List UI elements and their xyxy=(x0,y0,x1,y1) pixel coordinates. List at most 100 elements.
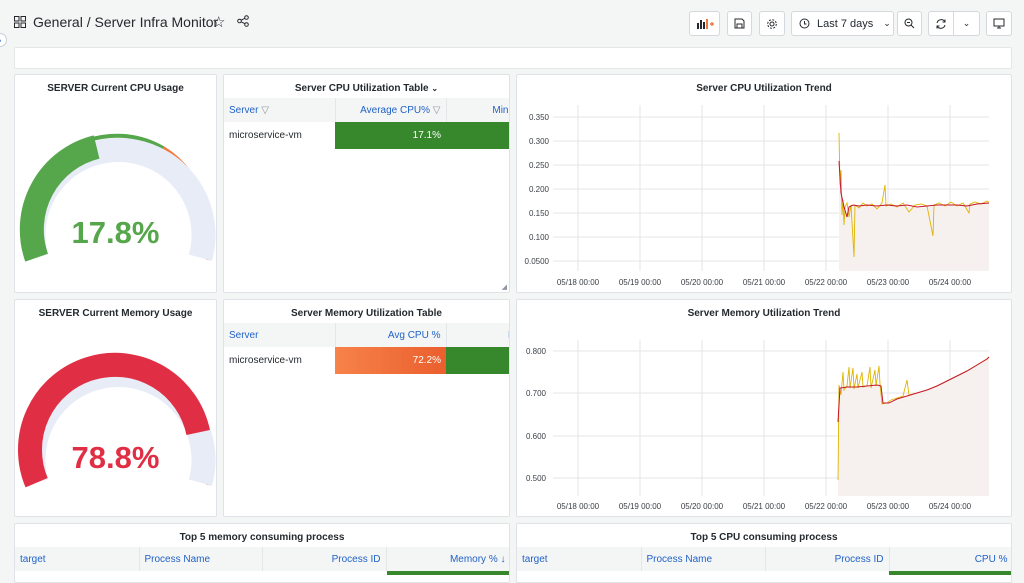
column-header[interactable]: Avg CPU % xyxy=(335,323,447,347)
add-panel-icon xyxy=(696,18,714,29)
min-cpu-cell xyxy=(446,122,509,149)
cpu-area xyxy=(839,161,989,271)
cpu-table-panel[interactable]: Server CPU Utilization Table ⌄ Server ▽ … xyxy=(223,74,510,293)
save-icon xyxy=(734,18,745,29)
column-header[interactable]: Min C xyxy=(446,98,509,122)
top-cpu-process-panel[interactable]: Top 5 CPU consuming process target Proce… xyxy=(516,523,1012,583)
panel-title: SERVER Current CPU Usage xyxy=(47,83,184,94)
chevron-down-icon: ⌄ xyxy=(431,84,439,93)
avg-mem-cell: 72.2% xyxy=(335,347,446,374)
x-tick-label: 05/23 00:00 xyxy=(867,502,910,511)
column-header[interactable]: Mi xyxy=(446,323,509,347)
save-dashboard-button[interactable] xyxy=(727,11,752,36)
cpu-line-series xyxy=(838,160,990,218)
memory-bar-indicator xyxy=(387,571,509,575)
column-header[interactable]: target xyxy=(15,547,140,571)
column-header[interactable]: Process ID xyxy=(765,547,890,571)
tv-mode-button[interactable] xyxy=(986,11,1012,36)
share-icon[interactable] xyxy=(237,15,249,27)
cpu-bar-indicator xyxy=(889,571,1011,575)
cpu-gauge-panel[interactable]: SERVER Current CPU Usage 17.8% xyxy=(14,74,217,293)
refresh-button[interactable] xyxy=(928,11,954,36)
x-tick-label: 05/24 00:00 xyxy=(929,278,972,287)
x-tick-label: 05/20 00:00 xyxy=(681,502,724,511)
x-tick-label: 05/19 00:00 xyxy=(619,502,662,511)
column-header[interactable]: CPU % xyxy=(889,547,1011,571)
top-memory-process-panel[interactable]: Top 5 memory consuming process target Pr… xyxy=(14,523,510,583)
column-header[interactable]: Process Name xyxy=(139,547,263,571)
avg-cpu-cell: 17.1% xyxy=(335,122,446,149)
column-header[interactable]: Process ID xyxy=(262,547,387,571)
memory-gauge-panel[interactable]: SERVER Current Memory Usage 78.8% xyxy=(14,299,217,517)
filter-icon[interactable]: ▽ xyxy=(261,104,269,116)
y-tick-label: 0.800 xyxy=(526,347,547,356)
panel-title: Server Memory Utilization Trend xyxy=(687,308,841,319)
column-header[interactable]: Average CPU% ▽ xyxy=(335,98,447,122)
x-tick-label: 05/21 00:00 xyxy=(743,502,786,511)
x-tick-label: 05/23 00:00 xyxy=(867,278,910,287)
column-header[interactable]: Server xyxy=(224,323,336,347)
y-tick-label: 0.200 xyxy=(529,185,550,194)
x-tick-label: 05/22 00:00 xyxy=(805,278,848,287)
y-tick-label: 0.600 xyxy=(526,432,547,441)
y-tick-label: 0.500 xyxy=(526,474,547,483)
dashboard-row-header xyxy=(14,47,1012,69)
star-icon[interactable]: ☆ xyxy=(212,14,226,31)
add-panel-button[interactable] xyxy=(689,11,720,36)
x-tick-label: 05/18 00:00 xyxy=(557,502,600,511)
memory-trend-panel[interactable]: Server Memory Utilization Trend 0.800 0.… xyxy=(516,299,1012,517)
column-header[interactable]: Memory % ↓ xyxy=(386,547,509,571)
memory-area xyxy=(838,357,989,496)
filter-icon[interactable]: ▽ xyxy=(432,104,441,116)
cpu-gauge xyxy=(19,133,216,262)
panel-title: Server CPU Utilization Trend xyxy=(696,83,832,94)
server-cell: microservice-vm xyxy=(229,130,302,141)
clock-icon xyxy=(799,18,810,29)
resize-handle-icon[interactable]: ◢ xyxy=(501,284,507,291)
y-tick-label: 0.0500 xyxy=(525,257,550,266)
panel-title: Top 5 memory consuming process xyxy=(179,532,345,543)
x-tick-label: 05/19 00:00 xyxy=(619,278,662,287)
memory-table: Server Avg CPU % Mi microservice-vm 72.2… xyxy=(224,323,509,374)
chevron-down-icon: ⌄ xyxy=(883,18,891,28)
zoom-out-button[interactable] xyxy=(897,11,922,36)
column-header[interactable]: target xyxy=(517,547,642,571)
x-tick-label: 05/22 00:00 xyxy=(805,502,848,511)
y-tick-label: 0.300 xyxy=(529,137,550,146)
table-row: microservice-vm 72.2% xyxy=(224,347,509,374)
gear-icon xyxy=(767,18,777,29)
dashboards-grid-icon[interactable] xyxy=(14,16,26,28)
top-cpu-table: target Process Name Process ID CPU % xyxy=(517,547,1011,571)
y-tick-label: 0.700 xyxy=(526,389,547,398)
breadcrumb[interactable]: General / Server Infra Monitor xyxy=(33,14,219,30)
panel-title[interactable]: Server CPU Utilization Table ⌄ xyxy=(294,83,439,94)
refresh-icon xyxy=(936,18,946,29)
cpu-gauge-value: 17.8% xyxy=(71,215,160,250)
column-header[interactable]: Process Name xyxy=(641,547,766,571)
x-tick-label: 05/20 00:00 xyxy=(681,278,724,287)
x-tick-label: 05/21 00:00 xyxy=(743,278,786,287)
panel-title: Server Memory Utilization Table xyxy=(291,308,442,319)
gauge-fill xyxy=(19,135,100,262)
panel-title: SERVER Current Memory Usage xyxy=(38,308,193,319)
cpu-table: Server ▽ Average CPU% ▽ Min C microservi… xyxy=(224,98,509,149)
min-mem-cell xyxy=(446,347,509,374)
gauge-fill xyxy=(18,352,210,488)
top-memory-table: target Process Name Process ID Memory % … xyxy=(15,547,509,571)
refresh-interval-dropdown[interactable]: ⌄ xyxy=(953,11,980,36)
memory-table-panel[interactable]: Server Memory Utilization Table Server A… xyxy=(223,299,510,517)
memory-gauge-value: 78.8% xyxy=(71,440,160,475)
time-picker[interactable]: Last 7 days ⌄ xyxy=(791,11,894,36)
cpu-trend-panel[interactable]: Server CPU Utilization Trend 0.350 0.300… xyxy=(516,74,1012,293)
server-cell: microservice-vm xyxy=(229,355,302,366)
settings-button[interactable] xyxy=(759,11,785,36)
y-tick-label: 0.100 xyxy=(529,233,550,242)
memory-trend-chart[interactable]: 0.800 0.700 0.600 0.500 05/18 00:00 05/1… xyxy=(517,300,1012,517)
zoom-out-icon xyxy=(904,18,915,29)
cpu-trend-chart[interactable]: 0.350 0.300 0.250 0.200 0.150 0.100 0.05… xyxy=(517,75,1012,293)
x-tick-label: 05/18 00:00 xyxy=(557,278,600,287)
panel-title: Top 5 CPU consuming process xyxy=(690,532,838,543)
column-header[interactable]: Server ▽ xyxy=(224,98,336,122)
x-tick-label: 05/24 00:00 xyxy=(929,502,972,511)
monitor-icon xyxy=(993,18,1005,29)
